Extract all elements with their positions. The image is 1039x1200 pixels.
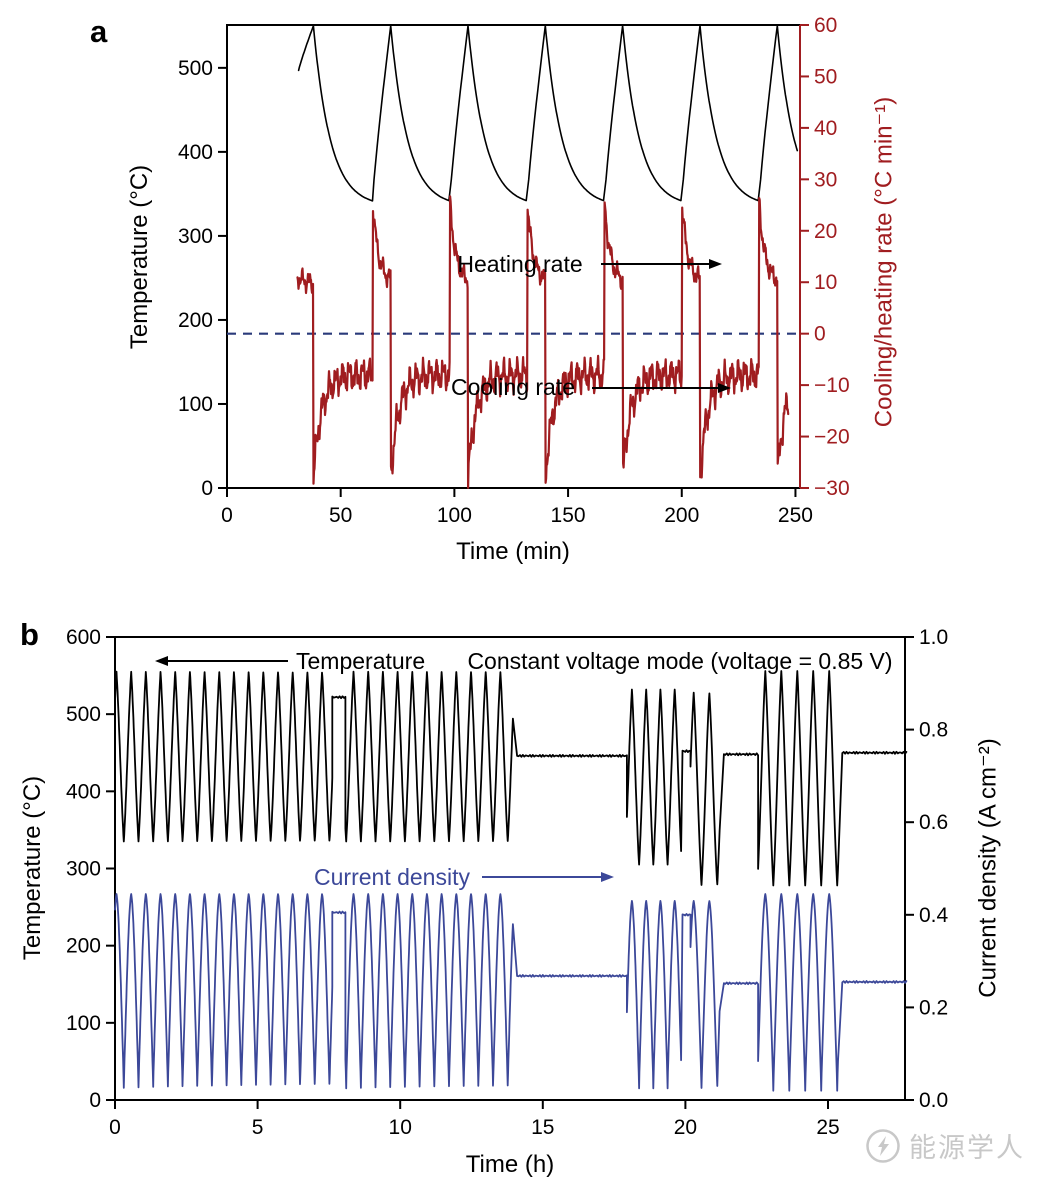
y-right-tick-label: 0.8 <box>919 719 948 742</box>
watermark-text: 能源学人 <box>909 1133 1025 1163</box>
series-temperature <box>297 24 799 202</box>
x-tick-label: 5 <box>252 1116 264 1139</box>
x-tick-label: 15 <box>531 1116 554 1139</box>
y-right-tick-label: −30 <box>814 477 850 500</box>
panel-b-yright-title: Current density (A cm⁻²) <box>974 738 1002 998</box>
y-left-tick-label: 100 <box>66 1012 101 1035</box>
panel-b-chart: 0 5 10 15 20 25 0 100 200 300 400 500 600 0.0 0.2 0.4 0.… <box>66 626 949 1139</box>
x-tick-label: 0 <box>109 1116 121 1139</box>
series-temperature <box>114 670 908 887</box>
y-right-tick-label: 20 <box>814 220 837 243</box>
y-right-tick-label: 60 <box>814 14 837 37</box>
y-right-tick-label: 0 <box>814 323 826 346</box>
panel-a-xaxis-title: Time (min) <box>456 538 570 565</box>
y-right-tick-label: 0.6 <box>919 811 948 834</box>
x-tick-label: 50 <box>329 504 352 527</box>
x-tick-label: 10 <box>389 1116 412 1139</box>
y-left-tick-label: 100 <box>178 393 213 416</box>
y-left-tick-label: 300 <box>178 225 213 248</box>
y-left-tick-label: 0 <box>201 477 213 500</box>
x-tick-label: 200 <box>664 504 699 527</box>
x-tick-label: 250 <box>778 504 813 527</box>
y-left-tick-label: 200 <box>178 309 213 332</box>
annotation-text: Temperature <box>296 648 425 674</box>
annotation-arrowhead <box>718 383 731 393</box>
y-left-tick-label: 600 <box>66 626 101 649</box>
y-left-tick-label: 500 <box>66 703 101 726</box>
watermark-logo-icon <box>866 1128 900 1163</box>
y-right-tick-label: 30 <box>814 168 837 191</box>
panel-a-yright-title: Cooling/heating rate (°C min⁻¹) <box>870 96 898 428</box>
y-right-tick-label: 0.2 <box>919 996 948 1019</box>
y-left-tick-label: 500 <box>178 57 213 80</box>
y-left-tick-label: 200 <box>66 935 101 958</box>
annotation-text: Constant voltage mode (voltage = 0.85 V) <box>467 648 892 674</box>
y-right-tick-label: 50 <box>814 65 837 88</box>
annotation-text: Heating rate <box>457 251 582 277</box>
x-tick-label: 0 <box>221 504 233 527</box>
y-right-tick-label: 10 <box>814 271 837 294</box>
annotation-text: Current density <box>314 864 470 890</box>
panel-a-yleft-title: Temperature (°C) <box>126 164 153 350</box>
series-cooling-heating-rate <box>296 195 790 489</box>
watermark: 能源学人 <box>864 1126 1025 1165</box>
panel-a-label: a <box>90 14 108 49</box>
annotation-arrowhead <box>155 656 168 666</box>
y-right-tick-label: −10 <box>814 374 850 397</box>
annotation-arrowhead <box>709 259 722 269</box>
y-left-tick-label: 0 <box>89 1089 101 1112</box>
panel-a-chart: 0 50 100 150 200 2500100200300400500605040302… <box>178 14 850 527</box>
x-tick-label: 150 <box>551 504 586 527</box>
y-right-tick-label: −20 <box>814 426 850 449</box>
x-tick-label: 100 <box>437 504 472 527</box>
panel-b-xaxis-title: Time (h) <box>465 1151 555 1178</box>
y-right-tick-label: 1.0 <box>919 626 948 649</box>
y-left-tick-label: 400 <box>178 141 213 164</box>
y-left-tick-label: 300 <box>66 858 101 881</box>
y-right-tick-label: 0.4 <box>919 904 949 927</box>
annotation-arrowhead <box>601 872 614 882</box>
series-current-density <box>114 893 908 1092</box>
y-left-tick-label: 400 <box>66 780 101 803</box>
panel-b-label: b <box>20 617 39 652</box>
x-tick-label: 20 <box>674 1116 697 1139</box>
y-right-tick-label: 40 <box>814 117 837 140</box>
annotation-text: Cooling rate <box>451 374 575 400</box>
y-right-tick-label: 0.0 <box>919 1089 948 1112</box>
x-tick-label: 25 <box>816 1116 839 1139</box>
panel-b-yleft-title: Temperature (°C) <box>19 775 46 961</box>
